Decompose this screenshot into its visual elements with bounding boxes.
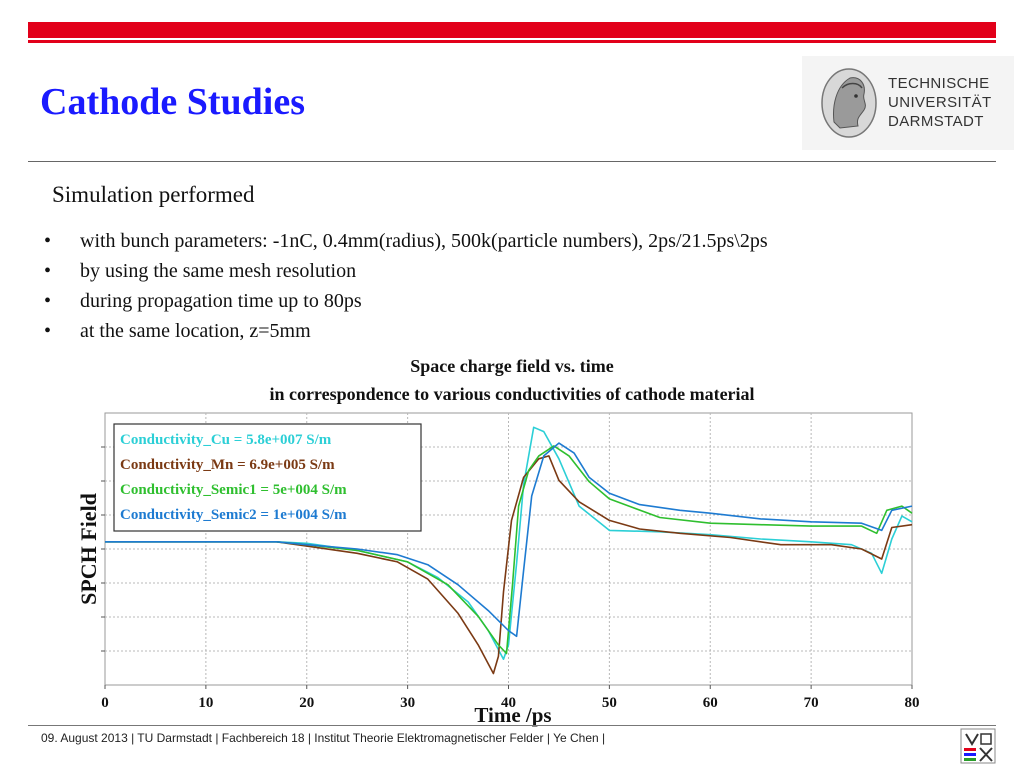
- series-line-4: [105, 442, 913, 638]
- series-line-3: [105, 445, 913, 655]
- bullet-symbol: •: [44, 230, 52, 252]
- x-axis-label: Time /ps: [474, 703, 551, 727]
- legend-entry: Conductivity_Semic2 = 1e+004 S/m: [120, 507, 347, 523]
- logo-line-3: DARMSTADT: [888, 113, 984, 130]
- bullet-item: • at the same location, z=5mm: [44, 316, 768, 346]
- temf-logo-icon: [960, 728, 996, 764]
- athena-seal-icon: [821, 68, 877, 138]
- bullet-symbol: •: [44, 320, 52, 342]
- slide-subtitle: Simulation performed: [52, 182, 255, 207]
- logo-line-1: TECHNISCHE: [888, 75, 990, 92]
- bullet-symbol: •: [44, 290, 52, 312]
- slide-title: Cathode Studies: [40, 81, 305, 123]
- x-tick-label: 80: [905, 695, 920, 711]
- logo-line-2: UNIVERSITÄT: [888, 94, 992, 111]
- legend-entry: Conductivity_Mn = 6.9e+005 S/m: [120, 457, 335, 473]
- tu-darmstadt-logo: TECHNISCHE UNIVERSITÄT DARMSTADT: [802, 56, 1014, 150]
- top-accent-bar: [28, 22, 996, 38]
- header-divider: [28, 161, 996, 162]
- legend-entry: Conductivity_Cu = 5.8e+007 S/m: [120, 432, 332, 448]
- bullet-text: at the same location, z=5mm: [80, 320, 311, 342]
- x-tick-label: 20: [299, 695, 314, 711]
- bullet-text: with bunch parameters: -1nC, 0.4mm(radiu…: [80, 230, 768, 252]
- footer-divider: [28, 725, 996, 726]
- bullet-symbol: •: [44, 260, 52, 282]
- footer-text: 09. August 2013 | TU Darmstadt | Fachber…: [41, 731, 606, 745]
- bullet-list: • with bunch parameters: -1nC, 0.4mm(radi…: [44, 226, 768, 346]
- legend-box: [113, 423, 422, 532]
- logo-text: TECHNISCHE UNIVERSITÄT DARMSTADT: [888, 74, 992, 131]
- bullet-item: • by using the same mesh resolution: [44, 256, 768, 286]
- x-tick-label: 30: [400, 695, 415, 711]
- legend-entry: Conductivity_Semic1 = 5e+004 S/m: [120, 482, 347, 498]
- bullet-item: • with bunch parameters: -1nC, 0.4mm(radi…: [44, 226, 768, 256]
- bullet-item: • during propagation time up to 80ps: [44, 286, 768, 316]
- chart-title-line-2: in correspondence to various conductivit…: [269, 384, 755, 404]
- chart-title-line-1: Space charge field vs. time: [410, 356, 614, 376]
- bullet-text: during propagation time up to 80ps: [80, 290, 362, 312]
- y-axis-label: SPCH Field: [76, 493, 101, 605]
- x-tick-label: 10: [198, 695, 213, 711]
- x-tick-label: 50: [602, 695, 617, 711]
- x-tick-label: 0: [101, 695, 109, 711]
- bullet-text: by using the same mesh resolution: [80, 260, 357, 282]
- x-tick-label: 70: [804, 695, 819, 711]
- x-tick-label: 40: [501, 695, 516, 711]
- x-tick-label: 60: [703, 695, 718, 711]
- top-accent-line: [28, 40, 996, 43]
- series-line-2: [105, 455, 913, 675]
